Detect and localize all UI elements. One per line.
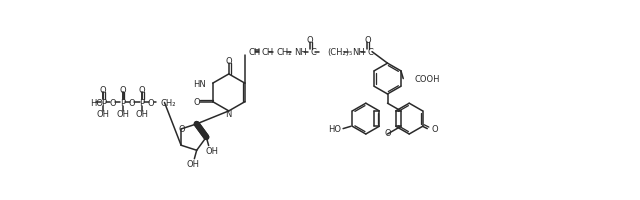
Text: O: O [432,124,438,133]
Text: OH: OH [136,110,148,119]
Text: COOH: COOH [414,75,440,84]
Text: C: C [367,48,373,57]
Text: O: O [179,124,185,133]
Text: C: C [310,48,316,57]
Text: O: O [225,56,232,65]
Text: CH: CH [248,48,260,57]
Text: O: O [194,98,200,107]
Text: HO: HO [328,124,340,133]
Text: NH: NH [352,48,365,57]
Text: O: O [364,36,371,45]
Text: CH₂: CH₂ [161,98,176,107]
Text: NH: NH [294,48,307,57]
Text: O: O [109,98,116,107]
Text: P: P [120,98,125,107]
Text: O: O [384,128,391,137]
Text: CH: CH [261,48,273,57]
Text: OH: OH [97,110,109,119]
Text: OH: OH [205,146,218,155]
Text: (CH₂)₅: (CH₂)₅ [327,48,353,57]
Text: P: P [100,98,106,107]
Text: O: O [100,85,107,94]
Text: OH: OH [186,159,199,168]
Text: O: O [119,85,126,94]
Text: O: O [129,98,135,107]
Text: P: P [140,98,145,107]
Text: O: O [148,98,155,107]
Text: O: O [307,36,314,45]
Text: N: N [226,110,232,119]
Text: O: O [139,85,145,94]
Text: HN: HN [193,79,205,88]
Text: CH₂: CH₂ [276,48,292,57]
Text: OH: OH [116,110,129,119]
Text: HO: HO [90,98,103,107]
